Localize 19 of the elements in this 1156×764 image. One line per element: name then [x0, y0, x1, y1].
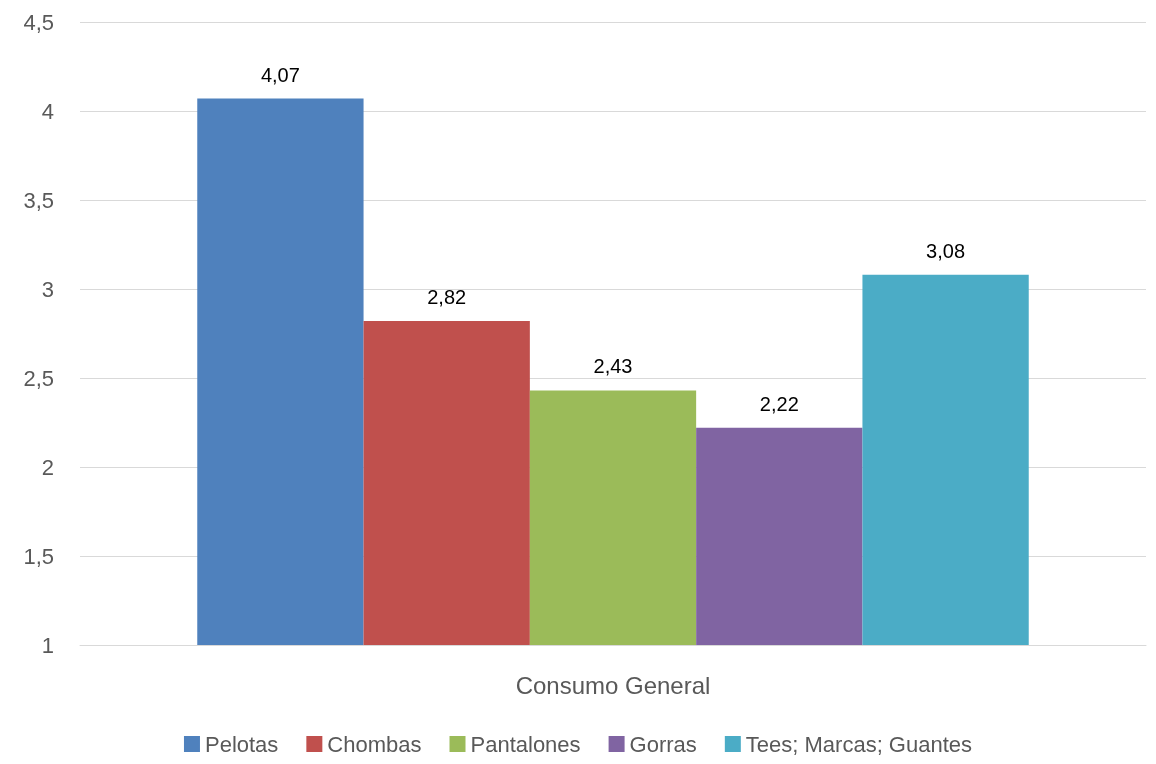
y-tick-label: 3 [41, 276, 54, 302]
y-tick-label: 4 [41, 98, 54, 124]
data-label: 2,82 [427, 286, 467, 309]
y-tick-label: 4,5 [23, 9, 54, 35]
data-label: 3,08 [926, 239, 966, 262]
data-label: 4,07 [260, 63, 300, 86]
y-tick-label: 1,5 [23, 543, 54, 569]
legend-label: Tees; Marcas; Guantes [745, 731, 973, 757]
legend-label: Chombas [327, 731, 422, 757]
y-tick-label: 2,5 [23, 365, 54, 391]
legend-label: Gorras [629, 731, 697, 757]
y-tick-label: 2 [41, 454, 54, 480]
x-tick-label: Consumo General [515, 671, 711, 699]
y-tick-label: 3,5 [23, 187, 54, 213]
legend-label: Pantalones [470, 731, 581, 757]
legend-label: Pelotas [204, 731, 279, 757]
data-label: 2,22 [759, 392, 799, 415]
y-tick-label: 1 [41, 632, 54, 658]
data-label: 2,43 [593, 355, 633, 378]
